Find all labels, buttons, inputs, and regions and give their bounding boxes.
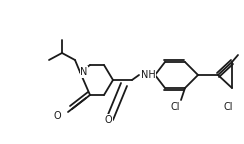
Text: Cl: Cl (170, 102, 180, 112)
Text: O: O (53, 111, 61, 121)
Text: N: N (80, 67, 88, 77)
Text: Cl: Cl (223, 102, 233, 112)
Text: O: O (104, 115, 112, 125)
Text: NH: NH (141, 70, 155, 80)
